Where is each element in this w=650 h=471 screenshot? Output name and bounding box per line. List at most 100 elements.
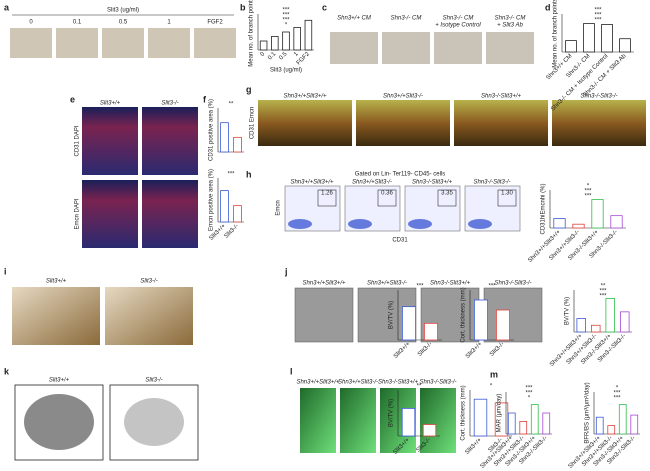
bar <box>495 309 510 341</box>
significance: * <box>528 396 531 402</box>
x-tick-label: 0.1 <box>267 51 278 62</box>
bar <box>576 318 587 333</box>
x-tick-label: Slit3+/+ <box>393 341 412 360</box>
significance: *** <box>613 396 621 402</box>
x-axis-label: Slit3 (ug/ml) <box>270 68 302 74</box>
gate-label: Gated on Lin- Ter119- CD45- cells <box>355 172 446 178</box>
bar <box>610 215 623 229</box>
genotype-label: Shn3+/+Slit3-/- <box>383 94 423 100</box>
condition-label: 1 <box>167 20 171 26</box>
significance: * <box>587 184 590 190</box>
y-axis-label: Emcn positive area (%) <box>209 169 215 231</box>
genotype-label: Shn3-/-Slit3-/- <box>580 94 617 100</box>
significance: *** <box>282 18 290 24</box>
significance: * <box>285 23 288 29</box>
x-tick-label: Slit3-/- <box>417 341 434 358</box>
bar <box>401 407 416 437</box>
genotype-label: Shn3-/-Slit3+/+ <box>412 180 453 186</box>
y-axis-label: BV/TV (%) <box>389 399 395 427</box>
bar <box>401 306 416 341</box>
genotype-label: Shn3+/+Slit3-/- <box>338 380 378 386</box>
genotype-label: Shn3+/+Slit3+/+ <box>283 94 327 100</box>
condition-label: Shn3-/- CM <box>443 16 474 22</box>
significance: *** <box>525 386 533 392</box>
gate-value: 1.26 <box>321 191 333 197</box>
bar <box>423 322 438 341</box>
panel-letter: j <box>284 266 288 276</box>
bar <box>595 416 604 435</box>
genotype-label: Shn3+/+Slit3-/- <box>352 180 392 186</box>
panel-letter: l <box>290 366 293 376</box>
y-axis-label: BV/TV (%) <box>565 297 571 325</box>
bar <box>233 205 242 223</box>
significance: *** <box>227 172 235 178</box>
y-axis-label: BFR/BS (µm³/µm²/day) <box>585 382 591 443</box>
gate-value: 3.35 <box>441 191 453 197</box>
panel-letter: b <box>240 2 246 12</box>
bar <box>293 27 301 51</box>
genotype-label: Slit3-/- <box>161 101 178 107</box>
significance: *** <box>416 284 424 290</box>
genotype-label: Slit3-/- <box>140 279 157 285</box>
condition-label: 0.5 <box>119 20 128 26</box>
panel-letter: c <box>322 2 327 12</box>
bar <box>220 190 229 223</box>
bar <box>233 136 242 153</box>
y-axis-label: CD31hiEmcnhi (%) <box>541 183 547 234</box>
x-tick-label: 1 <box>293 51 300 58</box>
x-tick-label: Slit3+/+ <box>465 341 484 360</box>
panel-letter: e <box>70 94 75 104</box>
bar <box>553 218 566 229</box>
significance: ** <box>601 284 606 290</box>
condition-title: Slit3 (ug/ml) <box>107 8 139 14</box>
y-axis-label: CD31 positive area (%) <box>209 99 215 161</box>
genotype-label: Shn3-/-Slit3+/+ <box>378 380 419 386</box>
x-tick-label: FGF2 <box>296 51 312 67</box>
significance: *** <box>282 13 290 19</box>
significance: *** <box>594 8 602 14</box>
x-tick-label: Slit3+/+ <box>464 437 483 456</box>
genotype-label: Shn3+/+Slit3+/+ <box>290 180 334 186</box>
panel-letter: k <box>4 366 10 376</box>
panel-letter: m <box>490 369 498 379</box>
bar <box>422 424 437 437</box>
y-axis-label: Cort. thickness (mm) <box>461 385 467 440</box>
bar <box>220 122 229 153</box>
condition-label: Shn3-/- CM <box>391 16 422 22</box>
genotype-label: Shn3-/-Slit3-/- <box>494 281 531 287</box>
genotype-label: Shn3-/-Slit3+/+ <box>481 94 522 100</box>
bar <box>591 324 601 333</box>
genotype-label: Slit3-/- <box>145 378 162 384</box>
bar <box>271 36 279 51</box>
genotype-label: Slit3+/+ <box>100 101 121 107</box>
panel-letter: a <box>4 2 10 12</box>
x-tick-label: Slit3-/- <box>224 223 241 240</box>
significance: *** <box>282 8 290 14</box>
condition-label: Shn3-/- CM <box>495 16 526 22</box>
significance: *** <box>599 289 607 295</box>
stain-label: Emcn DAPI <box>75 198 81 229</box>
panel-letter: g <box>246 84 252 94</box>
significance: *** <box>488 284 496 290</box>
y-axis-label: Mean no. of branch points <box>553 0 559 68</box>
bar <box>601 24 613 53</box>
bar <box>473 299 488 341</box>
significance: *** <box>599 294 607 300</box>
x-tick-label: Slit3-/- <box>489 341 506 358</box>
gate-value: 0.36 <box>381 191 393 197</box>
genotype-label: Shn3-/-Slit3-/- <box>419 380 456 386</box>
significance: *** <box>594 13 602 19</box>
genotype-label: Shn3+/+Slit3-/- <box>367 281 407 287</box>
y-axis-label: Mean no. of branch points <box>249 0 255 67</box>
bar <box>618 404 627 435</box>
bar <box>619 38 631 53</box>
condition-label: 0 <box>29 20 33 26</box>
bar <box>507 412 516 435</box>
significance: ** <box>229 102 234 108</box>
y-axis-label: MAR (µm/day) <box>497 394 503 433</box>
significance: * <box>616 386 619 392</box>
axis-label: Emcn <box>276 200 282 215</box>
significance: *** <box>525 391 533 397</box>
panel-letter: i <box>4 266 7 276</box>
